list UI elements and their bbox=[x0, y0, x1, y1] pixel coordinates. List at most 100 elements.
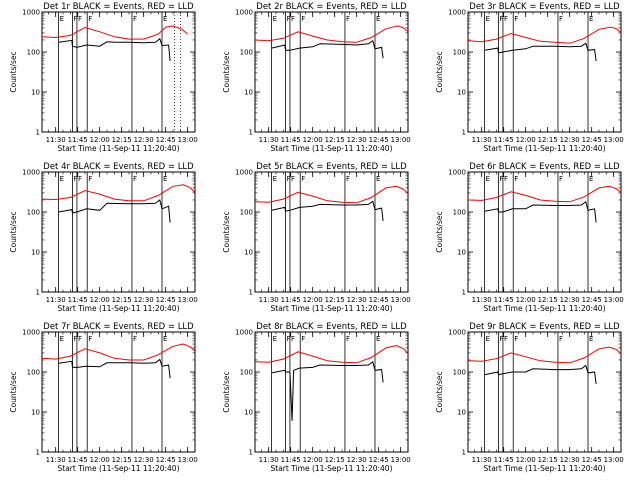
panel-title: Det 3r BLACK = Events, RED = LLD bbox=[469, 2, 620, 12]
x-tick-label: 11:30 bbox=[46, 136, 66, 144]
y-tick-label: 1000 bbox=[448, 329, 466, 337]
x-tick-label: 13:00 bbox=[391, 296, 411, 304]
x-axis-label: Start Time (11-Sep-11 11:20:40) bbox=[484, 144, 606, 153]
x-tick-label: 11:45 bbox=[494, 296, 514, 304]
event-marker-label: F bbox=[291, 335, 295, 343]
x-tick-label: 12:30 bbox=[560, 456, 580, 464]
x-tick-label: 12:45 bbox=[369, 456, 389, 464]
event-marker-label: F bbox=[291, 15, 295, 23]
x-tick-label: 12:45 bbox=[582, 136, 602, 144]
y-tick-label: 10 bbox=[457, 409, 466, 417]
x-tick-label: 12:30 bbox=[347, 296, 367, 304]
event-marker-label: E bbox=[376, 15, 380, 23]
event-marker-label: E bbox=[60, 175, 64, 183]
detector-panel-6: Det 6r BLACK = Events, RED = LLD 1 10 100 10… bbox=[435, 162, 624, 313]
plot-frame bbox=[254, 331, 409, 453]
x-tick-label: 12:30 bbox=[560, 296, 580, 304]
event-marker-label: E bbox=[376, 175, 380, 183]
x-tick-label: 11:30 bbox=[46, 456, 66, 464]
x-tick-label: 11:30 bbox=[259, 456, 279, 464]
plot-frame bbox=[41, 11, 196, 133]
x-tick-label: 13:00 bbox=[178, 296, 198, 304]
x-tick-label: 12:15 bbox=[112, 136, 132, 144]
event-marker-label: F bbox=[88, 335, 92, 343]
x-tick-label: 12:45 bbox=[582, 296, 602, 304]
x-tick-label: 12:15 bbox=[538, 296, 558, 304]
x-axis-label: Start Time (11-Sep-11 11:20:40) bbox=[58, 304, 180, 313]
lld-series-line bbox=[41, 343, 196, 361]
x-tick-label: 12:00 bbox=[303, 456, 323, 464]
panel-title: Det 8r BLACK = Events, RED = LLD bbox=[256, 322, 407, 332]
detector-panel-4: Det 4r BLACK = Events, RED = LLD 1 10 100 10… bbox=[9, 162, 198, 313]
events-series-line bbox=[58, 358, 171, 379]
event-marker-label: F bbox=[133, 335, 137, 343]
event-marker-label: F bbox=[78, 335, 82, 343]
x-axis-label: Start Time (11-Sep-11 11:20:40) bbox=[271, 304, 393, 313]
panel-title: Det 9r BLACK = Events, RED = LLD bbox=[469, 322, 620, 332]
event-marker-label: F bbox=[291, 175, 295, 183]
y-tick-label: 100 bbox=[453, 209, 466, 217]
x-tick-label: 12:15 bbox=[538, 456, 558, 464]
plot-frame bbox=[467, 171, 622, 293]
y-tick-label: 1 bbox=[462, 129, 466, 137]
event-marker-label: F bbox=[346, 15, 350, 23]
y-tick-label: 100 bbox=[453, 49, 466, 57]
y-tick-label: 10 bbox=[31, 89, 40, 97]
event-marker-label: F bbox=[74, 175, 78, 183]
event-marker-label: F bbox=[133, 15, 137, 23]
x-tick-label: 12:45 bbox=[369, 136, 389, 144]
x-tick-label: 12:15 bbox=[538, 136, 558, 144]
x-tick-label: 13:00 bbox=[178, 456, 198, 464]
event-marker-label: E bbox=[273, 175, 277, 183]
y-tick-label: 10 bbox=[244, 409, 253, 417]
detector-panel-3: Det 3r BLACK = Events, RED = LLD 1 10 100 10… bbox=[435, 2, 624, 153]
event-marker-label: F bbox=[514, 335, 518, 343]
x-tick-label: 11:30 bbox=[259, 296, 279, 304]
x-tick-label: 11:30 bbox=[472, 296, 492, 304]
event-marker-label: F bbox=[74, 15, 78, 23]
event-marker-label: F bbox=[287, 175, 291, 183]
event-marker-label: F bbox=[287, 335, 291, 343]
plot-frame bbox=[254, 11, 409, 133]
panel-title: Det 5r BLACK = Events, RED = LLD bbox=[256, 162, 407, 172]
lld-series-line bbox=[467, 346, 622, 364]
panel-title: Det 1r BLACK = Events, RED = LLD bbox=[43, 2, 194, 12]
x-tick-label: 13:00 bbox=[391, 456, 411, 464]
x-axis-label: Start Time (11-Sep-11 11:20:40) bbox=[58, 144, 180, 153]
event-marker-label: E bbox=[486, 335, 490, 343]
y-tick-label: 10 bbox=[457, 89, 466, 97]
y-tick-label: 1000 bbox=[22, 329, 40, 337]
events-series-line bbox=[484, 364, 597, 385]
events-series-line bbox=[271, 200, 384, 221]
lld-series-line bbox=[467, 26, 622, 44]
y-tick-label: 1000 bbox=[235, 9, 253, 17]
x-tick-label: 11:45 bbox=[494, 456, 514, 464]
y-tick-label: 10 bbox=[244, 89, 253, 97]
x-tick-label: 11:30 bbox=[472, 136, 492, 144]
y-axis-label: Counts/sec bbox=[435, 51, 444, 92]
y-tick-label: 100 bbox=[27, 369, 40, 377]
lld-series-line bbox=[254, 25, 409, 43]
y-tick-label: 1 bbox=[36, 449, 40, 457]
events-series-line bbox=[484, 42, 597, 61]
y-axis-label: Counts/sec bbox=[222, 51, 231, 92]
detector-panel-8: Det 8r BLACK = Events, RED = LLD 1 10 100 10… bbox=[222, 322, 411, 473]
y-tick-label: 1 bbox=[36, 129, 40, 137]
event-marker-label: F bbox=[88, 15, 92, 23]
x-tick-label: 12:15 bbox=[325, 296, 345, 304]
panel-title: Det 2r BLACK = Events, RED = LLD bbox=[256, 2, 407, 12]
event-marker-label: E bbox=[486, 15, 490, 23]
detector-panel-9: Det 9r BLACK = Events, RED = LLD 1 10 100 10… bbox=[435, 322, 624, 473]
event-marker-label: F bbox=[504, 15, 508, 23]
event-marker-label: E bbox=[589, 15, 593, 23]
events-series-line bbox=[58, 199, 171, 223]
x-tick-label: 12:30 bbox=[347, 456, 367, 464]
detector-panel-5: Det 5r BLACK = Events, RED = LLD 1 10 100 10… bbox=[222, 162, 411, 313]
x-tick-label: 12:00 bbox=[90, 296, 110, 304]
plot-frame bbox=[467, 331, 622, 453]
panel-title: Det 7r BLACK = Events, RED = LLD bbox=[43, 322, 194, 332]
event-marker-label: E bbox=[589, 175, 593, 183]
y-tick-label: 10 bbox=[244, 249, 253, 257]
detector-panel-2: Det 2r BLACK = Events, RED = LLD 1 10 100 10… bbox=[222, 2, 411, 153]
y-tick-label: 1000 bbox=[22, 9, 40, 17]
